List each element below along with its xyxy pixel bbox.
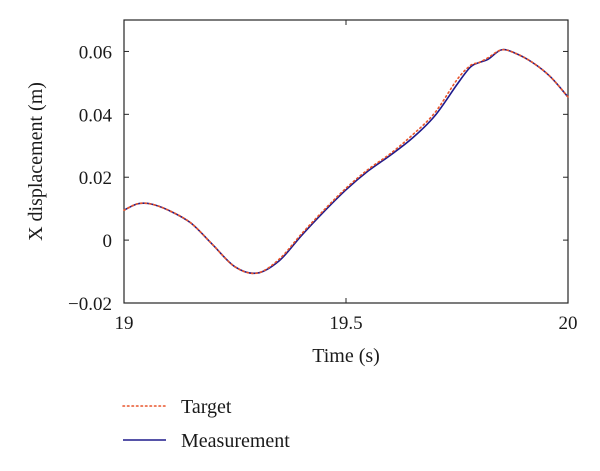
legend-label-target: Target xyxy=(181,396,232,418)
ticks-layer: 19 19.5 20 −0.02 0 0.02 0.04 0.06 xyxy=(68,20,578,334)
x-axis-label: Time (s) xyxy=(312,345,380,367)
series-layer xyxy=(123,48,569,275)
y-tick-label: 0.06 xyxy=(79,42,112,63)
legend: Target Measurement xyxy=(122,396,290,452)
x-tick-label: 19.5 xyxy=(329,313,362,334)
legend-label-measurement: Measurement xyxy=(181,430,290,452)
y-tick-label: 0 xyxy=(103,231,113,252)
y-tick-label: −0.02 xyxy=(68,294,112,315)
plot-area xyxy=(123,19,569,304)
x-tick-label: 20 xyxy=(559,313,578,334)
x-tick-label: 19 xyxy=(115,313,134,334)
y-tick-label: 0.04 xyxy=(79,105,113,126)
y-axis-label: X displacement (m) xyxy=(25,82,47,241)
series-line-target xyxy=(123,48,569,275)
y-tick-label: 0.02 xyxy=(79,168,112,189)
